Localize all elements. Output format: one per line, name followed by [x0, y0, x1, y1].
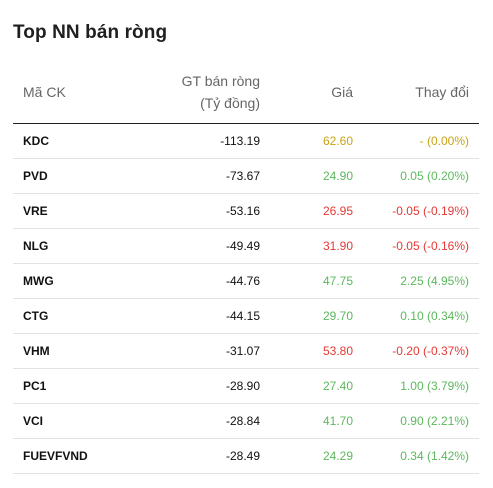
- widget-title: Top NN bán ròng: [13, 22, 168, 43]
- price: 41.70: [322, 414, 353, 428]
- table-row[interactable]: FUEVFVND -28.49 24.29 0.34 (1.42%): [13, 439, 479, 474]
- price: 47.75: [322, 274, 353, 288]
- net-sell-value: -28.84: [225, 414, 260, 428]
- price: 53.80: [322, 344, 353, 358]
- net-sell-value: -28.90: [225, 379, 260, 393]
- price-change: 1.00 (3.79%): [400, 379, 469, 393]
- table-header: Mã CK GT bán ròng (Tỷ đồng) Giá Thay đổi: [13, 62, 479, 124]
- net-selling-table: Mã CK GT bán ròng (Tỷ đồng) Giá Thay đổi…: [13, 62, 479, 474]
- net-sell-value: -113.19: [220, 134, 260, 148]
- price: 27.40: [322, 379, 353, 393]
- table-row[interactable]: MWG -44.76 47.75 2.25 (4.95%): [13, 264, 479, 299]
- price-change: -0.05 (-0.16%): [392, 239, 469, 253]
- column-header-net-sell-value[interactable]: GT bán ròng (Tỷ đồng): [182, 70, 260, 114]
- stock-symbol[interactable]: PC1: [23, 379, 47, 393]
- price-change: - (0.00%): [419, 134, 469, 148]
- net-sell-value: -73.67: [225, 169, 260, 183]
- price-change: 0.10 (0.34%): [400, 309, 469, 323]
- column-header-change[interactable]: Thay đổi: [415, 84, 469, 100]
- table-row[interactable]: KDC -113.19 62.60 - (0.00%): [13, 124, 479, 159]
- stock-symbol[interactable]: KDC: [23, 134, 49, 148]
- stock-symbol[interactable]: VHM: [23, 344, 50, 358]
- table-row[interactable]: PVD -73.67 24.90 0.05 (0.20%): [13, 159, 479, 194]
- price-change: -0.05 (-0.19%): [392, 204, 469, 218]
- table-row[interactable]: VCI -28.84 41.70 0.90 (2.21%): [13, 404, 479, 439]
- column-header-net-sell-value-line2: (Tỷ đồng): [200, 95, 260, 111]
- net-sell-value: -44.15: [225, 309, 260, 323]
- net-sell-value: -28.49: [225, 449, 260, 463]
- stock-symbol[interactable]: VRE: [23, 204, 48, 218]
- price: 26.95: [322, 204, 353, 218]
- price-change: 2.25 (4.95%): [400, 274, 469, 288]
- net-sell-value: -31.07: [225, 344, 260, 358]
- price: 24.29: [322, 449, 353, 463]
- stock-symbol[interactable]: MWG: [23, 274, 54, 288]
- table-row[interactable]: NLG -49.49 31.90 -0.05 (-0.16%): [13, 229, 479, 264]
- stock-symbol[interactable]: NLG: [23, 239, 49, 253]
- table-row[interactable]: CTG -44.15 29.70 0.10 (0.34%): [13, 299, 479, 334]
- net-sell-value: -44.76: [225, 274, 260, 288]
- table-row[interactable]: VHM -31.07 53.80 -0.20 (-0.37%): [13, 334, 479, 369]
- price: 24.90: [322, 169, 353, 183]
- price: 62.60: [322, 134, 353, 148]
- net-sell-value: -53.16: [225, 204, 260, 218]
- table-body: KDC -113.19 62.60 - (0.00%) PVD -73.67 24.90 0.…: [13, 124, 479, 474]
- column-header-net-sell-value-line1: GT bán ròng: [181, 73, 260, 89]
- stock-symbol[interactable]: CTG: [23, 309, 49, 323]
- price: 29.70: [322, 309, 353, 323]
- price-change: -0.20 (-0.37%): [392, 344, 469, 358]
- net-sell-value: -49.49: [225, 239, 260, 253]
- price-change: 0.05 (0.20%): [400, 169, 469, 183]
- stock-symbol[interactable]: FUEVFVND: [23, 449, 88, 463]
- table-row[interactable]: PC1 -28.90 27.40 1.00 (3.79%): [13, 369, 479, 404]
- price-change: 0.90 (2.21%): [400, 414, 469, 428]
- column-header-symbol[interactable]: Mã CK: [23, 84, 66, 100]
- stock-symbol[interactable]: VCI: [23, 414, 44, 428]
- column-header-price[interactable]: Giá: [331, 84, 353, 100]
- table-row[interactable]: VRE -53.16 26.95 -0.05 (-0.19%): [13, 194, 479, 229]
- stock-symbol[interactable]: PVD: [23, 169, 48, 183]
- price-change: 0.34 (1.42%): [400, 449, 469, 463]
- price: 31.90: [322, 239, 353, 253]
